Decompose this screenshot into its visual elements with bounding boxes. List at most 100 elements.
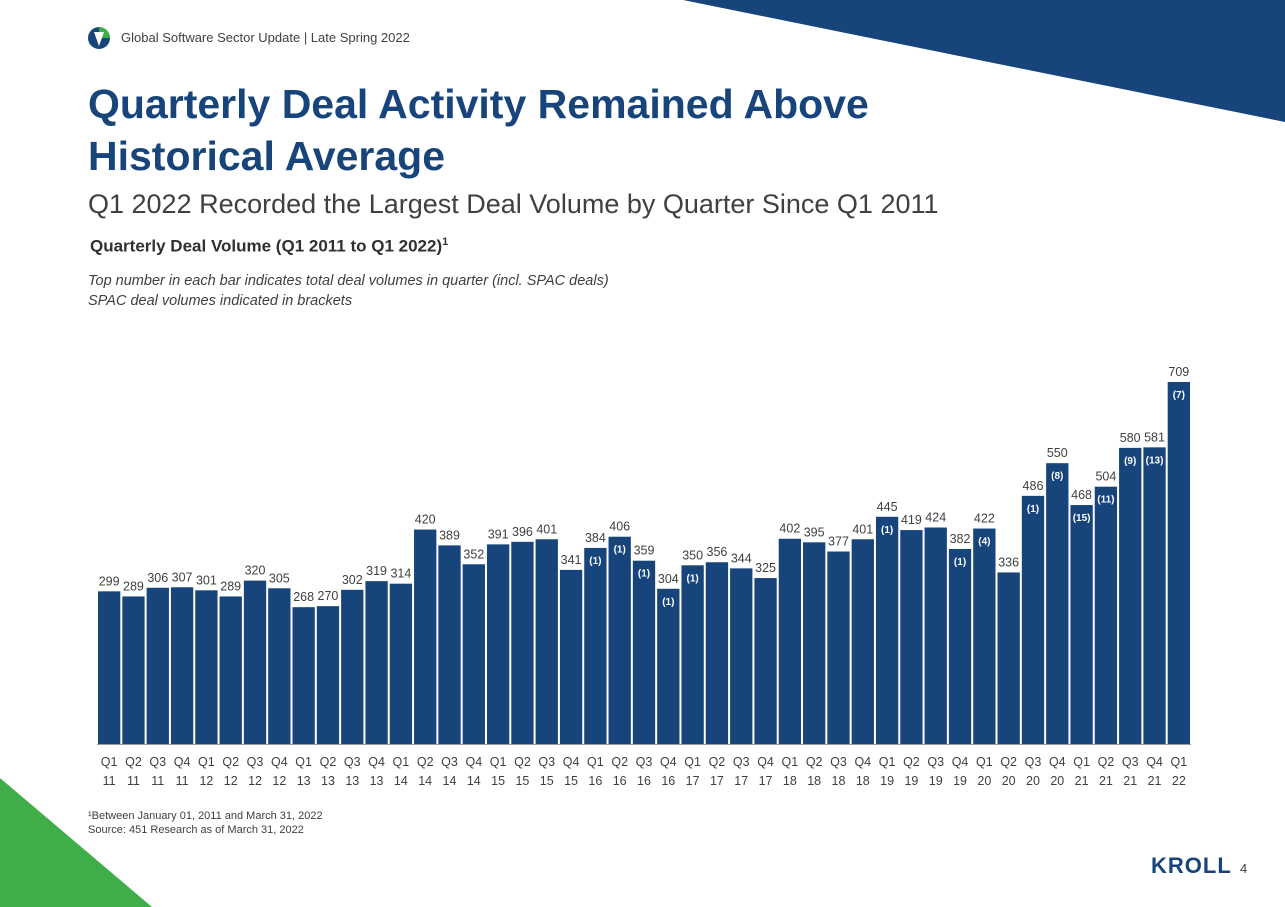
x-tick-quarter: Q4 [174,755,191,769]
x-tick-year: 20 [1050,774,1064,788]
x-tick-quarter: Q1 [782,755,799,769]
bar [875,516,899,744]
bar-value-label: 401 [536,522,557,536]
x-tick-year: 20 [977,774,991,788]
footnote-source: Source: 451 Research as of March 31, 202… [88,824,304,836]
bar-value-label: 320 [245,564,266,578]
bar [608,536,631,744]
x-tick-year: 17 [734,774,748,788]
bar-value-label: 445 [877,500,898,514]
x-tick-year: 14 [418,774,432,788]
x-tick-year: 17 [759,774,773,788]
spac-label: (13) [1146,455,1164,466]
page-title-line2: Historical Average [88,133,446,179]
x-tick-year: 11 [176,774,189,788]
bar [559,569,583,744]
bar [924,527,947,744]
x-tick-quarter: Q3 [344,755,361,769]
bar [219,596,242,744]
x-tick-quarter: Q4 [563,755,580,769]
x-tick-year: 20 [1002,774,1016,788]
page-title: Quarterly Deal Activity Remained Above H… [88,78,869,182]
x-tick-quarter: Q3 [1025,755,1042,769]
bar [730,568,753,744]
spac-label: (1) [881,525,893,536]
bar-value-label: 341 [561,553,582,567]
bar [851,539,874,744]
x-tick-year: 22 [1172,774,1186,788]
x-tick-quarter: Q1 [295,755,312,769]
bar-value-label: 319 [366,564,387,578]
x-tick-quarter: Q2 [1000,755,1017,769]
x-tick-year: 13 [370,774,384,788]
bar-value-label: 289 [123,579,144,593]
x-tick-year: 16 [661,774,675,788]
bar [778,538,802,744]
x-tick-year: 15 [540,774,554,788]
bar-value-label: 350 [682,548,703,562]
bar [414,529,437,744]
bar-value-label: 389 [439,528,460,542]
bar [486,544,510,744]
bar-value-label: 352 [463,547,484,561]
x-tick-quarter: Q2 [709,755,726,769]
bar [632,560,656,744]
bar-value-label: 356 [707,545,728,559]
chart-heading-text: Quarterly Deal Volume (Q1 2011 to Q1 202… [90,236,443,256]
bar-value-label: 391 [488,527,509,541]
bar-value-label: 314 [390,567,411,581]
x-tick-year: 12 [199,774,213,788]
x-tick-quarter: Q2 [611,755,628,769]
bar [900,530,923,744]
x-tick-quarter: Q3 [149,755,166,769]
x-tick-year: 18 [807,774,821,788]
bar-value-label: 396 [512,525,533,539]
x-tick-quarter: Q1 [393,755,410,769]
x-tick-quarter: Q2 [417,755,434,769]
bar [1094,486,1118,744]
x-tick-quarter: Q2 [125,755,142,769]
x-tick-year: 21 [1099,774,1113,788]
x-tick-quarter: Q3 [733,755,750,769]
spac-label: (1) [687,573,699,584]
bar [1070,505,1093,744]
x-tick-year: 18 [783,774,797,788]
bar-value-label: 299 [99,574,120,588]
x-tick-year: 15 [515,774,529,788]
bar [754,578,777,744]
x-tick-year: 13 [297,774,311,788]
x-tick-year: 16 [613,774,627,788]
x-tick-quarter: Q3 [441,755,458,769]
bar-value-label: 336 [998,555,1019,569]
bar-value-label: 422 [974,512,995,526]
x-tick-year: 11 [103,774,116,788]
spac-label: (9) [1124,456,1136,467]
bar-chart: 299 Q1 11 289 Q2 11 306 Q3 11 307 Q4 11 301 Q1 12 289 Q2… [97,365,1191,788]
spac-label: (11) [1097,495,1114,506]
bar [98,591,121,744]
bar-value-label: 384 [585,531,606,545]
spac-label: (1) [954,557,966,568]
bar-value-label: 419 [901,513,922,527]
kroll-logo: KROLL [1151,853,1232,878]
x-tick-quarter: Q4 [1049,755,1066,769]
bar-value-label: 382 [950,532,971,546]
bar [511,541,534,744]
x-tick-quarter: Q3 [247,755,264,769]
x-tick-year: 19 [904,774,918,788]
bar [316,606,340,744]
spac-label: (4) [978,537,990,548]
x-tick-quarter: Q1 [879,755,896,769]
x-tick-quarter: Q2 [903,755,920,769]
bar-value-label: 325 [755,561,776,575]
bar-value-label: 581 [1144,430,1165,444]
bar-value-label: 306 [147,571,168,585]
bar [657,588,680,744]
x-tick-quarter: Q2 [222,755,239,769]
x-tick-quarter: Q3 [927,755,944,769]
bar-value-label: 302 [342,573,363,587]
page-title-line1: Quarterly Deal Activity Remained Above [88,81,869,127]
x-tick-year: 21 [1123,774,1137,788]
x-tick-year: 21 [1148,774,1162,788]
bar [438,545,461,744]
